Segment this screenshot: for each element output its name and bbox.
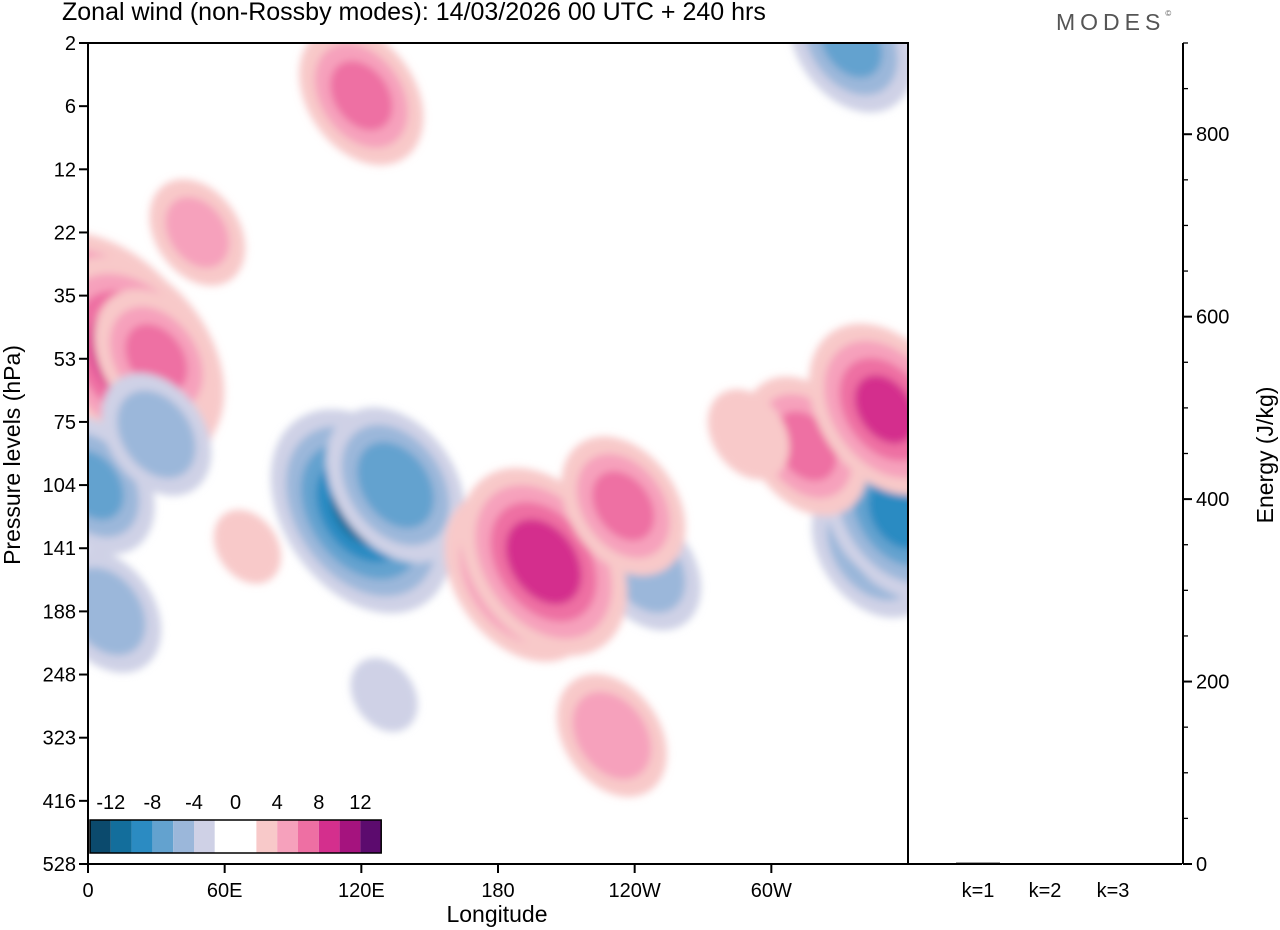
energy-category-label: k=3	[1097, 880, 1130, 902]
energy-axis-title: Energy (J/kg)	[1252, 387, 1278, 524]
y-tick-label: 104	[43, 475, 76, 497]
legend-swatch-2	[131, 820, 153, 853]
energy-category-label: k=1	[962, 880, 995, 902]
legend-swatch-10	[298, 820, 319, 853]
contour-feature-13-level-6	[820, 43, 883, 78]
energy-tick-label: 0	[1196, 854, 1207, 876]
contour-feature-18-level-8	[854, 375, 908, 444]
legend-swatch-1	[110, 820, 132, 853]
x-tick-label: 120W	[609, 880, 661, 902]
contour-feature-20-level-2	[350, 657, 418, 732]
contour-feature-2-level-6	[330, 60, 393, 131]
x-tick-label: 120E	[338, 880, 385, 902]
legend-swatch-13	[360, 820, 382, 853]
contour-feature-3-level-4	[165, 196, 230, 268]
energy-bar-k=3	[1091, 863, 1135, 865]
y-tick-label: 6	[65, 96, 76, 118]
contour-feature-9-level-4	[88, 567, 146, 656]
chart-title: Zonal wind (non-Rossby modes): 14/03/202…	[62, 0, 766, 26]
legend-label: 0	[230, 792, 241, 814]
contour-feature-12-level-8	[868, 480, 908, 550]
legend-swatch-7	[235, 820, 257, 853]
y-tick-label: 75	[54, 412, 76, 434]
x-axis-title: Longitude	[446, 901, 547, 927]
y-tick-label: 22	[54, 222, 76, 244]
contour-feature-21-level-2	[213, 509, 282, 584]
y-tick-label: 188	[43, 601, 76, 623]
legend-swatch-9	[277, 820, 298, 853]
legend-label: 4	[272, 792, 283, 814]
energy-tick-label: 200	[1196, 672, 1229, 694]
y-tick-label: 141	[43, 538, 76, 560]
copyright-mark: ©	[1165, 9, 1172, 18]
y-axis-title: Pressure levels (hPa)	[0, 345, 25, 565]
x-axis: 0 60E 120E 180 120W 60W	[82, 864, 792, 902]
y-tick-label: 12	[54, 159, 76, 181]
energy-tick-label: 800	[1196, 124, 1229, 146]
legend-swatch-0	[90, 820, 111, 853]
energy-tick-label: 600	[1196, 307, 1229, 329]
legend-swatch-12	[339, 820, 361, 853]
contour-feature-5-level-6	[88, 450, 124, 520]
legend-label: -8	[144, 792, 162, 814]
legend-swatch-4	[173, 820, 194, 853]
contour-feature-22-level-2	[707, 389, 790, 480]
contour-feature-6-level-4	[117, 390, 196, 479]
contour-feature-15-level-8	[505, 519, 582, 605]
y-axis: 2 6 12 22 35 53 75 104 141 188 248 323 416 528	[43, 33, 88, 876]
energy-bars: k=1 k=2 k=3	[956, 862, 1135, 902]
legend-swatch-6	[214, 820, 236, 853]
energy-bar-k=2	[1023, 863, 1067, 865]
y-tick-label: 248	[43, 665, 76, 687]
legend-frame	[89, 819, 382, 854]
y-tick-label: 35	[54, 286, 76, 308]
contour-feature-16-level-6	[592, 471, 655, 541]
brand-text: MODES	[1056, 9, 1166, 35]
y-tick-label: 528	[43, 854, 76, 876]
energy-tick-label: 400	[1196, 489, 1229, 511]
legend-label: -4	[185, 792, 203, 814]
x-tick-label: 60W	[751, 880, 792, 902]
legend-swatch-11	[318, 820, 340, 853]
energy-category-label: k=2	[1029, 880, 1062, 902]
legend-swatch-3	[152, 820, 174, 853]
y-tick-label: 53	[54, 349, 76, 371]
contour-layer	[88, 43, 908, 797]
modes-logo: MODES©	[1056, 9, 1171, 36]
y-tick-label: 2	[65, 33, 76, 55]
y-tick-label: 416	[43, 791, 76, 813]
contour-field	[88, 43, 908, 797]
contour-feature-19-level-4	[572, 691, 652, 780]
energy-bar-k=1	[956, 862, 1000, 865]
legend-label: 8	[313, 792, 324, 814]
contour-feature-8-level-6	[357, 441, 434, 529]
contour-panel: -12 -8 -4 0 4 8 12 0 60E 120E 180 120W 60W 2 6 12 22 35…	[0, 33, 909, 927]
legend-label: -12	[96, 792, 125, 814]
color-legend: -12 -8 -4 0 4 8 12	[89, 792, 382, 854]
energy-axis: 0 200 400 600 800	[1183, 42, 1229, 876]
legend-swatch-5	[194, 820, 215, 853]
legend-swatch-8	[256, 820, 278, 853]
legend-label: 12	[349, 792, 371, 814]
x-tick-label: 0	[82, 880, 93, 902]
x-tick-label: 180	[481, 880, 514, 902]
x-tick-label: 60E	[207, 880, 243, 902]
y-tick-label: 323	[43, 728, 76, 750]
energy-panel: k=1 k=2 k=3 0 200 400 600 800 Energy (J/kg)	[908, 42, 1278, 902]
